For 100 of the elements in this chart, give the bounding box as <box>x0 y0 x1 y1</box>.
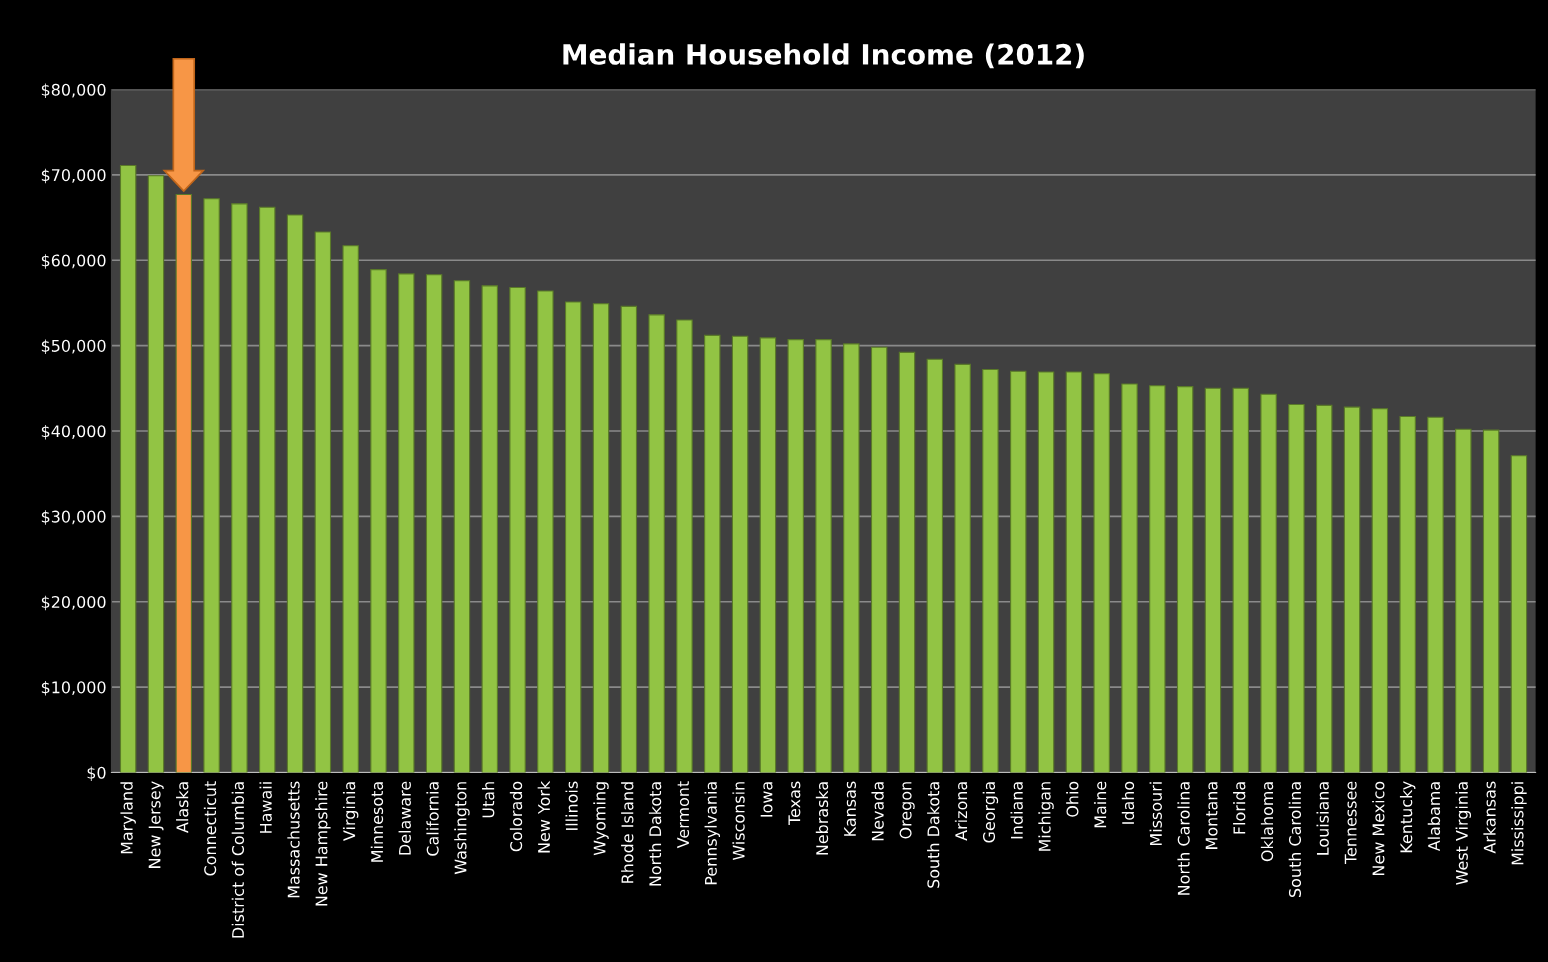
y-tick-label: $70,000 <box>41 168 106 184</box>
x-tick-label: Oregon <box>899 782 915 839</box>
bar <box>537 290 554 773</box>
bar <box>147 175 165 773</box>
bar <box>259 206 276 773</box>
bar <box>1149 385 1166 773</box>
bar <box>731 335 749 773</box>
bar <box>982 368 999 773</box>
x-tick-label: Iowa <box>760 782 773 817</box>
y-tick-label: $30,000 <box>41 510 106 525</box>
bar <box>1176 386 1194 773</box>
bar <box>1010 370 1027 773</box>
bar <box>815 339 832 773</box>
x-tick-label: Massachusetts <box>287 781 300 898</box>
x-tick-label: Illinois <box>565 781 578 830</box>
bar <box>564 301 582 773</box>
x-tick-label: Minnesota <box>370 782 384 862</box>
x-tick-label: Delaware <box>398 781 411 855</box>
bar <box>1482 429 1500 773</box>
x-tick-label: Ohio <box>1066 781 1079 817</box>
bar <box>1065 371 1083 773</box>
bar <box>342 245 359 773</box>
x-tick-label: New Mexico <box>1372 781 1385 875</box>
y-tick-label: $0 <box>87 766 106 781</box>
x-tick-label: New Hampshire <box>315 781 331 906</box>
bar <box>1037 371 1055 773</box>
bar <box>620 305 638 773</box>
y-tick-label: $60,000 <box>41 254 106 269</box>
bar <box>370 269 387 773</box>
bar <box>1288 403 1305 773</box>
x-tick-label: California <box>426 782 439 856</box>
x-tick-label: Texas <box>788 781 801 826</box>
bar <box>509 286 526 773</box>
y-tick-label: $10,000 <box>41 681 106 696</box>
x-tick-label: Florida <box>1233 782 1246 834</box>
x-tick-label: North Carolina <box>1177 782 1190 895</box>
x-tick-label: Rhode Island <box>621 782 634 883</box>
x-tick-label: Missouri <box>1149 782 1162 846</box>
bar <box>203 198 220 773</box>
bar <box>1093 373 1110 773</box>
y-tick-label: $80,000 <box>41 83 106 98</box>
bar <box>787 339 804 773</box>
bar <box>453 280 471 773</box>
x-tick-label: South Carolina <box>1288 782 1302 897</box>
x-tick-label: New York <box>537 780 551 853</box>
bar <box>898 351 916 773</box>
x-tick-label: Montana <box>1205 782 1218 849</box>
x-tick-label: Idaho <box>1121 781 1135 824</box>
bar <box>1427 416 1444 773</box>
x-tick-label: Michigan <box>1038 782 1054 851</box>
bar <box>926 358 944 773</box>
bar <box>119 164 137 773</box>
x-tick-label: Washington <box>454 782 470 875</box>
x-tick-label: Hawaii <box>259 782 272 833</box>
x-tick-label: Connecticut <box>203 781 217 876</box>
x-tick-label: Maryland <box>120 782 136 854</box>
x-tick-label: West Virginia <box>1455 782 1472 885</box>
bar <box>759 337 777 773</box>
bar <box>648 314 665 773</box>
x-tick-label: Utah <box>482 782 495 818</box>
bar <box>1510 455 1528 773</box>
bar <box>1232 387 1249 773</box>
x-tick-label: Oklahoma <box>1260 782 1274 862</box>
bar <box>1371 408 1389 773</box>
y-tick-label: $40,000 <box>41 424 106 440</box>
x-tick-label: Vermont <box>677 781 690 849</box>
x-tick-label: Arizona <box>954 782 968 841</box>
bar <box>425 274 443 773</box>
x-tick-label: Kentucky <box>1399 781 1416 853</box>
x-tick-label: New Jersey <box>148 781 164 868</box>
bar <box>1204 387 1222 773</box>
y-tick-label: $20,000 <box>41 595 106 611</box>
bar <box>1399 415 1416 773</box>
bar <box>1455 428 1472 773</box>
x-tick-label: Kansas <box>844 781 856 836</box>
chart-title: Median Household Income (2012) <box>563 43 1084 69</box>
x-tick-label: South Dakota <box>927 782 940 888</box>
x-tick-label: Arkansas <box>1483 781 1496 854</box>
bar <box>843 343 860 773</box>
x-tick-label: Virginia <box>342 782 359 841</box>
x-tick-label: Tennessee <box>1344 781 1357 865</box>
x-tick-label: Nevada <box>871 782 884 841</box>
x-tick-label: Indiana <box>1010 782 1023 839</box>
x-tick-label: Alaska <box>176 782 189 833</box>
x-tick-label: Pennsylvania <box>704 782 720 885</box>
bar <box>398 273 415 773</box>
bar <box>1316 404 1333 773</box>
bar <box>286 214 304 773</box>
x-tick-label: Colorado <box>509 781 523 852</box>
x-tick-label: Georgia <box>982 782 999 843</box>
x-tick-label: Alabama <box>1427 782 1441 852</box>
bar <box>481 285 498 773</box>
bar <box>314 231 332 773</box>
bar <box>870 346 888 773</box>
x-tick-label: North Dakota <box>648 782 662 886</box>
bar <box>676 319 693 773</box>
x-tick-label: Louisiana <box>1316 782 1329 855</box>
bar <box>954 363 971 773</box>
bar <box>231 203 248 773</box>
x-tick-label: Wyoming <box>593 782 609 856</box>
